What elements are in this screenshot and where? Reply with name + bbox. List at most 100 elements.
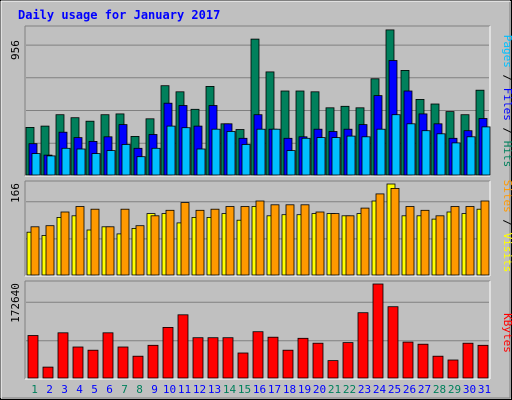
top-bar-pages-14 [226,131,236,176]
top-bar-pages-27 [421,130,431,176]
middle-bar-sites-22 [345,215,355,276]
middle-bar-sites-28 [435,215,445,276]
bottom-bar-kbytes-4 [72,346,84,379]
top-bar-pages-26 [406,123,416,176]
legend-pages-label: Pages [501,35,512,68]
day-label-1: 1 [31,383,38,396]
middle-bar-sites-23 [360,207,370,276]
legend-sites-label: Sites [501,180,512,213]
bottom-bar-kbytes-8 [132,355,144,379]
middle-bar-sites-5 [90,208,100,276]
bottom-bar-kbytes-16 [252,331,264,379]
middle-bar-sites-25 [390,187,400,276]
middle-bar-sites-20 [315,211,325,276]
middle-bar-sites-2 [45,225,55,276]
top-bar-pages-29 [451,142,461,176]
top-bar-pages-12 [196,148,206,176]
bottom-bar-kbytes-2 [42,366,54,379]
bottom-bar-kbytes-27 [417,343,429,379]
middle-max-label: 166 [9,183,22,203]
top-bar-pages-15 [241,144,251,176]
middle-bar-sites-10 [165,209,175,276]
middle-bar-sites-1 [30,226,40,276]
day-label-11: 11 [178,383,191,396]
top-bar-pages-3 [61,147,71,176]
bottom-bar-kbytes-10 [162,326,174,379]
middle-bar-sites-11 [180,202,190,276]
legend-visits-label: Visits [501,233,512,273]
day-label-12: 12 [193,383,206,396]
middle-bar-sites-14 [225,206,235,276]
chart-title: Daily usage for January 2017 [18,8,220,22]
middle-bar-sites-30 [465,206,475,276]
bottom-bar-kbytes-22 [342,342,354,379]
bottom-bar-kbytes-12 [192,337,204,379]
day-label-4: 4 [76,383,83,396]
top-bar-pages-16 [256,128,266,176]
day-label-24: 24 [373,383,387,396]
day-label-18: 18 [283,383,296,396]
day-label-30: 30 [463,383,476,396]
bottom-bar-kbytes-30 [462,342,474,379]
legend-files-label: Files [501,88,512,121]
bottom-bar-kbytes-5 [87,349,99,379]
middle-bar-sites-9 [150,215,160,276]
bottom-bar-kbytes-7 [117,346,129,379]
day-label-26: 26 [403,383,416,396]
day-label-6: 6 [106,383,113,396]
bottom-bar-kbytes-9 [147,344,159,379]
bottom-bar-kbytes-26 [402,341,414,379]
day-label-2: 2 [46,383,53,396]
bottom-bar-kbytes-24 [372,283,384,379]
middle-bar-sites-16 [255,200,265,276]
middle-bar-sites-27 [420,209,430,276]
top-max-label: 956 [9,40,22,60]
day-label-31: 31 [478,383,491,396]
bottom-bar-kbytes-6 [102,332,114,379]
middle-bar-sites-26 [405,206,415,276]
day-label-3: 3 [61,383,68,396]
middle-bar-sites-24 [375,193,385,276]
svg-text:KBytes: KBytes [501,313,512,353]
top-bar-pages-22 [346,135,356,176]
top-bar-pages-11 [181,127,191,176]
svg-text:Sites / Visits: Sites / Visits [501,180,512,273]
middle-bar-sites-3 [60,211,70,276]
top-bar-pages-23 [361,136,371,176]
middle-bar-sites-15 [240,206,250,276]
day-label-15: 15 [238,383,251,396]
top-bar-pages-17 [271,128,281,176]
top-bar-pages-25 [391,114,401,176]
top-bar-pages-6 [106,150,116,176]
bottom-bar-kbytes-20 [312,342,324,379]
top-bar-pages-8 [136,156,146,176]
day-label-22: 22 [343,383,356,396]
day-label-29: 29 [448,383,461,396]
middle-bar-sites-29 [450,206,460,276]
bottom-bar-kbytes-3 [57,332,69,379]
bottom-max-label: 172640 [9,283,22,323]
day-label-28: 28 [433,383,446,396]
bottom-bar-kbytes-28 [432,355,444,379]
legend-hits-label: Hits [501,141,512,168]
day-label-25: 25 [388,383,401,396]
day-label-20: 20 [313,383,326,396]
top-bar-pages-21 [331,137,341,176]
top-bar-pages-7 [121,144,131,176]
middle-bar-sites-19 [300,204,310,276]
bottom-bar-kbytes-31 [477,344,489,379]
middle-bar-sites-6 [105,226,115,276]
bottom-bar-kbytes-1 [27,335,39,379]
bottom-bar-kbytes-21 [327,360,339,379]
day-label-13: 13 [208,383,221,396]
bottom-bar-kbytes-17 [267,336,279,379]
middle-bar-sites-7 [120,208,130,276]
day-label-21: 21 [328,383,341,396]
middle-bar-sites-31 [480,200,490,276]
top-bar-pages-1 [31,153,41,176]
day-label-7: 7 [121,383,128,396]
bottom-bar-kbytes-14 [222,337,234,379]
day-label-9: 9 [151,383,158,396]
middle-bar-sites-4 [75,206,85,276]
